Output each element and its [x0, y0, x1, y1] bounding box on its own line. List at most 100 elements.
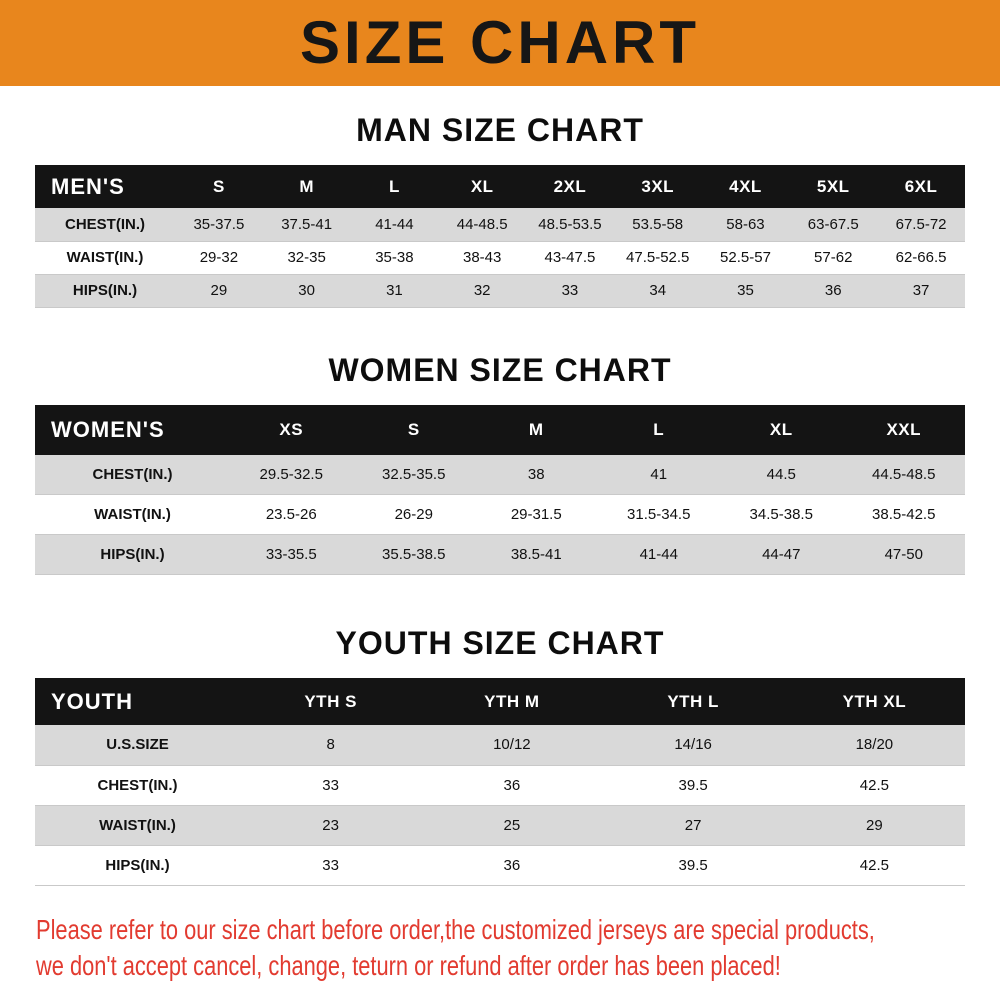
column-header: M	[262, 165, 351, 208]
size-value: 44-48.5	[456, 215, 508, 233]
column-header: YTH L	[602, 678, 784, 725]
table-row: HIPS(IN.) 29 30 31 32 33 34 35 36 37	[35, 274, 965, 307]
row-label: CHEST(IN.)	[97, 776, 178, 794]
order-notice: Please refer to our size chart before or…	[0, 912, 1000, 986]
size-value: 36	[503, 776, 521, 794]
size-value: 38	[527, 465, 545, 483]
size-value: 33	[322, 856, 339, 874]
size-value: 47-50	[884, 546, 923, 563]
size-value: 36	[503, 856, 521, 874]
column-header: YTH S	[240, 678, 422, 725]
size-value: 29-31.5	[510, 506, 562, 523]
table-title-cell: WOMEN'S	[35, 404, 230, 455]
size-value: 62-66.5	[895, 249, 947, 266]
size-value: 33	[322, 776, 339, 794]
size-value: 31.5-34.5	[627, 506, 691, 523]
header-row: YOUTH YTH S YTH M YTH L YTH XL	[35, 678, 965, 725]
size-value: 34	[649, 282, 667, 299]
size-value: 41	[650, 465, 668, 483]
size-value: 34.5-38.5	[749, 506, 813, 523]
size-value: 32-35	[287, 249, 326, 266]
size-value: 52.5-57	[720, 249, 771, 266]
size-value: 10/12	[493, 736, 531, 754]
size-value: 30	[298, 282, 315, 299]
youth-size-chart-section: YOUTH SIZE CHART YOUTH YTH S YTH M YTH L YTH…	[0, 625, 1000, 886]
size-value: 67.5-72	[895, 215, 947, 233]
column-header: S	[352, 404, 475, 455]
size-value: 29-32	[199, 249, 239, 266]
column-header: S	[175, 165, 263, 208]
table-row: HIPS(IN.) 33-35.5 35.5-38.5 38.5-41 41-44 44-…	[35, 534, 965, 575]
column-header: XS	[230, 404, 353, 455]
column-header: XXL	[842, 404, 965, 455]
column-header: L	[350, 165, 439, 208]
size-value: 29	[210, 282, 228, 299]
size-value: 43-47.5	[544, 249, 596, 266]
size-value: 23	[322, 816, 339, 834]
size-value: 42.5	[859, 776, 889, 794]
row-label: U.S.SIZE	[106, 736, 169, 754]
size-value: 35-38	[375, 249, 414, 266]
size-value: 48.5-53.5	[538, 215, 602, 233]
column-header: YTH XL	[783, 678, 965, 725]
table-row: CHEST(IN.) 35-37.5 37.5-41 41-44 44-48.5 48.5…	[35, 208, 965, 241]
size-value: 57-62	[814, 249, 853, 266]
size-value: 25	[503, 816, 521, 834]
size-value: 58-63	[726, 215, 765, 233]
size-value: 23.5-26	[265, 506, 317, 523]
table-row: CHEST(IN.) 33 36 39.5 42.5	[35, 765, 965, 805]
page-title: SIZE CHART	[300, 9, 700, 76]
column-header: YTH M	[421, 678, 603, 725]
women-size-chart-section: WOMEN SIZE CHART WOMEN'S XS S M L XL XXL CHEST(…	[0, 352, 1000, 576]
size-value: 35.5-38.5	[382, 546, 446, 563]
size-value: 38.5-42.5	[872, 506, 936, 523]
size-value: 42.5	[859, 856, 889, 874]
women-size-table: WOMEN'S XS S M L XL XXL CHEST(IN.) 29.5-32.5 32.5…	[35, 404, 965, 576]
notice-line-1: Please refer to our size chart before or…	[36, 913, 875, 945]
size-value: 31	[386, 282, 403, 299]
size-value: 33	[561, 282, 579, 299]
youth-size-table: YOUTH YTH S YTH M YTH L YTH XL U.S.SIZE 8 10/12…	[35, 678, 965, 886]
size-value: 8	[326, 736, 335, 754]
banner: SIZE CHART	[0, 0, 1000, 86]
size-value: 44-47	[762, 546, 801, 563]
size-value: 27	[684, 816, 702, 834]
column-header: 5XL	[789, 165, 878, 208]
size-value: 53.5-58	[632, 215, 684, 233]
size-value: 35	[737, 282, 754, 299]
size-value: 32.5-35.5	[382, 465, 446, 483]
size-value: 41-44	[639, 546, 678, 563]
row-label: HIPS(IN.)	[105, 856, 170, 874]
size-value: 29	[866, 816, 883, 834]
column-header: XL	[438, 165, 527, 208]
row-label: HIPS(IN.)	[100, 546, 165, 563]
row-label: CHEST(IN.)	[92, 465, 173, 483]
column-header: 4XL	[701, 165, 790, 208]
size-value: 14/16	[674, 736, 712, 754]
size-value: 37	[912, 282, 930, 299]
size-value: 38-43	[462, 249, 502, 266]
table-row: WAIST(IN.) 29-32 32-35 35-38 38-43 43-47.5 47.…	[35, 241, 965, 274]
size-value: 18/20	[855, 736, 894, 754]
women-size-chart-title: WOMEN SIZE CHART	[328, 351, 672, 388]
size-value: 39.5	[678, 856, 708, 874]
youth-size-chart-title: YOUTH SIZE CHART	[335, 625, 665, 661]
column-header: 2XL	[526, 165, 614, 208]
size-value: 37.5-41	[281, 215, 333, 233]
size-value: 47.5-52.5	[626, 249, 690, 266]
row-label: WAIST(IN.)	[94, 506, 171, 523]
size-value: 26-29	[394, 506, 433, 523]
table-title-cell: YOUTH	[35, 678, 240, 725]
size-value: 39.5	[678, 776, 708, 794]
table-row: CHEST(IN.) 29.5-32.5 32.5-35.5 38 41 44.5 44.5…	[35, 454, 965, 495]
size-value: 32	[473, 282, 491, 299]
row-label: CHEST(IN.)	[65, 215, 145, 233]
header-row: MEN'S S M L XL 2XL 3XL 4XL 5XL 6XL	[35, 165, 965, 208]
size-value: 44.5-48.5	[872, 465, 936, 483]
notice-line-2: we don't accept cancel, change, teturn o…	[36, 950, 781, 982]
column-header: 3XL	[613, 165, 702, 208]
table-row: WAIST(IN.) 23.5-26 26-29 29-31.5 31.5-34.5 34…	[35, 495, 965, 535]
row-label: HIPS(IN.)	[72, 282, 138, 299]
man-size-chart-section: MAN SIZE CHART MEN'S S M L XL 2XL 3XL 4XL 5XL 6XL…	[0, 112, 1000, 308]
table-row: WAIST(IN.) 23 25 27 29	[35, 805, 965, 845]
